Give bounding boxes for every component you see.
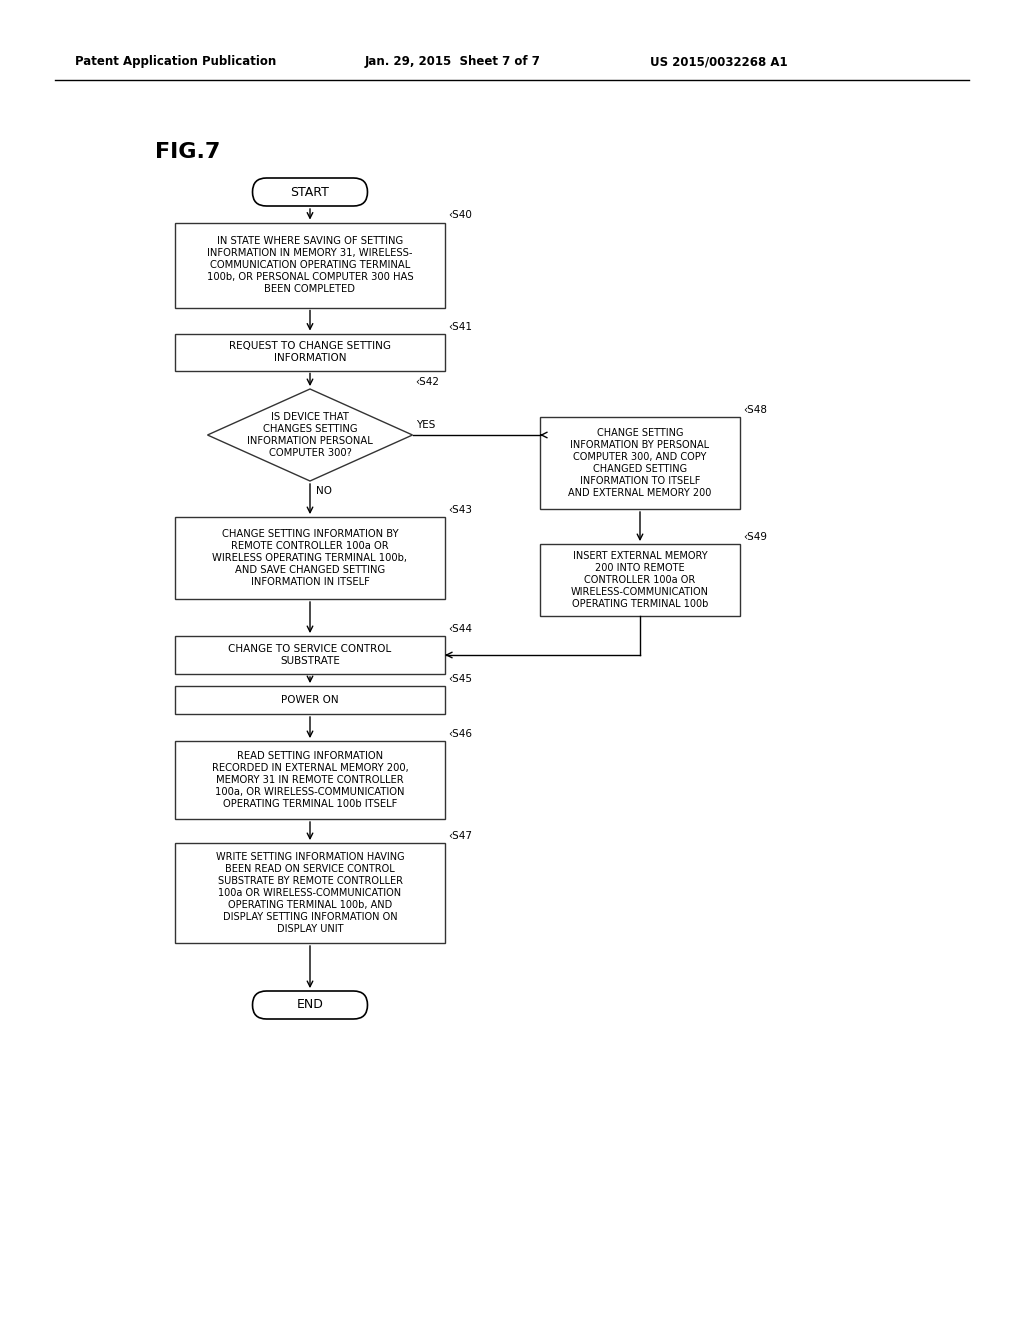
Bar	[175, 223, 445, 308]
Text: FIG.7: FIG.7	[155, 143, 220, 162]
Text: Patent Application Publication: Patent Application Publication	[75, 55, 276, 69]
Text: REQUEST TO CHANGE SETTING
INFORMATION: REQUEST TO CHANGE SETTING INFORMATION	[229, 341, 391, 363]
Text: READ SETTING INFORMATION
RECORDED IN EXTERNAL MEMORY 200,
MEMORY 31 IN REMOTE CO: READ SETTING INFORMATION RECORDED IN EXT…	[212, 751, 409, 809]
Text: YES: YES	[417, 420, 436, 430]
Text: Jan. 29, 2015  Sheet 7 of 7: Jan. 29, 2015 Sheet 7 of 7	[365, 55, 541, 69]
Text: START: START	[291, 186, 330, 198]
Bar	[540, 417, 740, 510]
Text: US 2015/0032268 A1: US 2015/0032268 A1	[650, 55, 787, 69]
Text: ‹S41: ‹S41	[449, 322, 472, 331]
Text: POWER ON: POWER ON	[282, 696, 339, 705]
Bar	[175, 636, 445, 675]
Polygon shape	[208, 389, 413, 480]
Text: ‹S48: ‹S48	[743, 405, 767, 414]
Text: ‹S45: ‹S45	[449, 675, 472, 684]
Text: ‹S49: ‹S49	[743, 532, 767, 543]
Text: CHANGE SETTING INFORMATION BY
REMOTE CONTROLLER 100a OR
WIRELESS OPERATING TERMI: CHANGE SETTING INFORMATION BY REMOTE CON…	[213, 529, 408, 587]
Text: IN STATE WHERE SAVING OF SETTING
INFORMATION IN MEMORY 31, WIRELESS-
COMMUNICATI: IN STATE WHERE SAVING OF SETTING INFORMA…	[207, 236, 414, 294]
FancyBboxPatch shape	[253, 991, 368, 1019]
Bar	[175, 843, 445, 942]
Text: ‹S46: ‹S46	[449, 729, 472, 739]
Bar	[175, 517, 445, 599]
FancyBboxPatch shape	[253, 178, 368, 206]
Bar	[175, 686, 445, 714]
Text: ‹S42: ‹S42	[416, 378, 439, 387]
Text: CHANGE SETTING
INFORMATION BY PERSONAL
COMPUTER 300, AND COPY
CHANGED SETTING
IN: CHANGE SETTING INFORMATION BY PERSONAL C…	[568, 428, 712, 498]
Bar	[175, 334, 445, 371]
Text: IS DEVICE THAT
CHANGES SETTING
INFORMATION PERSONAL
COMPUTER 300?: IS DEVICE THAT CHANGES SETTING INFORMATI…	[247, 412, 373, 458]
Text: ‹S40: ‹S40	[449, 210, 472, 220]
Text: INSERT EXTERNAL MEMORY
200 INTO REMOTE
CONTROLLER 100a OR
WIRELESS-COMMUNICATION: INSERT EXTERNAL MEMORY 200 INTO REMOTE C…	[571, 550, 709, 609]
Text: ‹S43: ‹S43	[449, 506, 472, 515]
Text: ‹S44: ‹S44	[449, 624, 472, 634]
Bar	[540, 544, 740, 616]
Text: ‹S47: ‹S47	[449, 832, 472, 841]
Text: NO: NO	[316, 486, 332, 496]
Text: WRITE SETTING INFORMATION HAVING
BEEN READ ON SERVICE CONTROL
SUBSTRATE BY REMOT: WRITE SETTING INFORMATION HAVING BEEN RE…	[216, 851, 404, 935]
Text: END: END	[297, 998, 324, 1011]
Bar	[175, 741, 445, 818]
Text: CHANGE TO SERVICE CONTROL
SUBSTRATE: CHANGE TO SERVICE CONTROL SUBSTRATE	[228, 644, 391, 667]
